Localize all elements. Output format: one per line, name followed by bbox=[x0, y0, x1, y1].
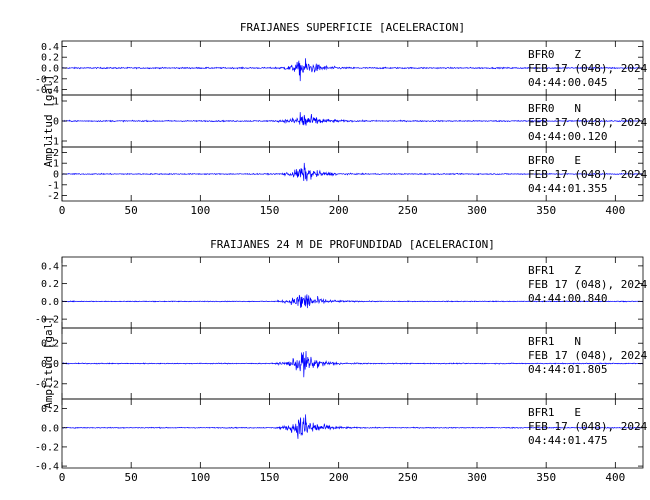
waveform-trace bbox=[62, 112, 643, 126]
chart-1: FRAIJANES SUPERFICIE [ACELERACION] Amplit… bbox=[35, 21, 648, 217]
x-tick-label: 300 bbox=[467, 471, 487, 484]
station-label: 04:44:00.840 bbox=[528, 292, 607, 305]
y-tick-label: 0.0 bbox=[41, 297, 59, 308]
y-tick-label: 1 bbox=[53, 159, 59, 170]
x-tick-label: 350 bbox=[536, 204, 556, 217]
y-tick-label: -1 bbox=[47, 137, 59, 148]
x-tick-label: 400 bbox=[605, 471, 625, 484]
station-label: 04:44:01.475 bbox=[528, 434, 607, 447]
station-label: BFR1 E bbox=[528, 406, 581, 419]
x-tick-label: 100 bbox=[190, 204, 210, 217]
x-tick-label: 200 bbox=[329, 471, 349, 484]
station-label: BFR0 N bbox=[528, 102, 581, 115]
waveform-trace bbox=[62, 162, 643, 182]
station-label: FEB 17 (048), 2024 bbox=[528, 116, 648, 129]
y-tick-label: 0.4 bbox=[41, 42, 59, 53]
station-label: FEB 17 (048), 2024 bbox=[528, 420, 648, 433]
x-tick-label: 250 bbox=[398, 204, 418, 217]
station-label: FEB 17 (048), 2024 bbox=[528, 278, 648, 291]
station-label: 04:44:01.355 bbox=[528, 182, 607, 195]
x-tick-label: 200 bbox=[329, 204, 349, 217]
station-label: 04:44:00.045 bbox=[528, 76, 607, 89]
station-label: 04:44:00.120 bbox=[528, 130, 607, 143]
y-tick-label: 0.0 bbox=[41, 423, 59, 434]
station-label: FEB 17 (048), 2024 bbox=[528, 62, 648, 75]
y-tick-label: 0.4 bbox=[41, 261, 59, 272]
chart-title: FRAIJANES 24 M DE PROFUNDIDAD [ACELERACI… bbox=[210, 238, 495, 251]
y-tick-label: -0.4 bbox=[35, 462, 59, 473]
station-label: FEB 17 (048), 2024 bbox=[528, 349, 648, 362]
station-label: BFR0 E bbox=[528, 154, 581, 167]
y-tick-label: 0 bbox=[53, 117, 59, 128]
x-tick-label: 300 bbox=[467, 204, 487, 217]
y-tick-label: -0.2 bbox=[35, 379, 59, 390]
waveform-trace bbox=[62, 294, 643, 309]
y-tick-label: 0 bbox=[53, 170, 59, 181]
station-label: 04:44:01.805 bbox=[528, 363, 607, 376]
x-tick-label: 250 bbox=[398, 471, 418, 484]
x-tick-label: 150 bbox=[260, 204, 280, 217]
y-tick-label: 0.0 bbox=[41, 359, 59, 370]
y-tick-label: 0.2 bbox=[41, 279, 59, 290]
x-tick-label: 50 bbox=[125, 204, 138, 217]
y-tick-label: 0.2 bbox=[41, 339, 59, 350]
panel-frame bbox=[61, 398, 644, 469]
y-tick-label: 1 bbox=[53, 97, 59, 108]
x-tick-label: 150 bbox=[260, 471, 280, 484]
y-axis-label: Amplitud [gal] bbox=[42, 316, 55, 409]
y-tick-label: 2 bbox=[53, 148, 59, 159]
x-tick-label: 350 bbox=[536, 471, 556, 484]
waveform-trace bbox=[62, 414, 643, 439]
waveform-trace bbox=[62, 58, 643, 82]
y-tick-label: -0.2 bbox=[35, 442, 59, 453]
x-tick-label: 0 bbox=[59, 471, 66, 484]
y-tick-label: -2 bbox=[47, 191, 59, 202]
x-tick-label: 50 bbox=[125, 471, 138, 484]
y-axis-label: Amplitud [gal] bbox=[42, 75, 55, 168]
station-label: FEB 17 (048), 2024 bbox=[528, 168, 648, 181]
y-tick-label: 0.2 bbox=[41, 404, 59, 415]
x-tick-label: 0 bbox=[59, 204, 66, 217]
x-tick-label: 100 bbox=[190, 471, 210, 484]
station-label: BFR1 Z bbox=[528, 264, 581, 277]
station-label: BFR1 N bbox=[528, 335, 581, 348]
station-label: BFR0 Z bbox=[528, 48, 581, 61]
chart-title: FRAIJANES SUPERFICIE [ACELERACION] bbox=[240, 21, 465, 34]
y-tick-label: 0.0 bbox=[41, 64, 59, 75]
y-tick-label: 0.2 bbox=[41, 53, 59, 64]
y-tick-label: -0.4 bbox=[35, 85, 59, 96]
x-tick-label: 400 bbox=[605, 204, 625, 217]
chart-2: FRAIJANES 24 M DE PROFUNDIDAD [ACELERACI… bbox=[35, 238, 648, 484]
y-tick-label: -1 bbox=[47, 180, 59, 191]
y-tick-label: -0.2 bbox=[35, 74, 59, 85]
y-tick-label: -0.2 bbox=[35, 315, 59, 326]
waveform-trace bbox=[62, 351, 643, 378]
